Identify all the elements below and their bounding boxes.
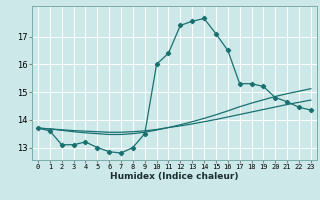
X-axis label: Humidex (Indice chaleur): Humidex (Indice chaleur) xyxy=(110,172,239,181)
